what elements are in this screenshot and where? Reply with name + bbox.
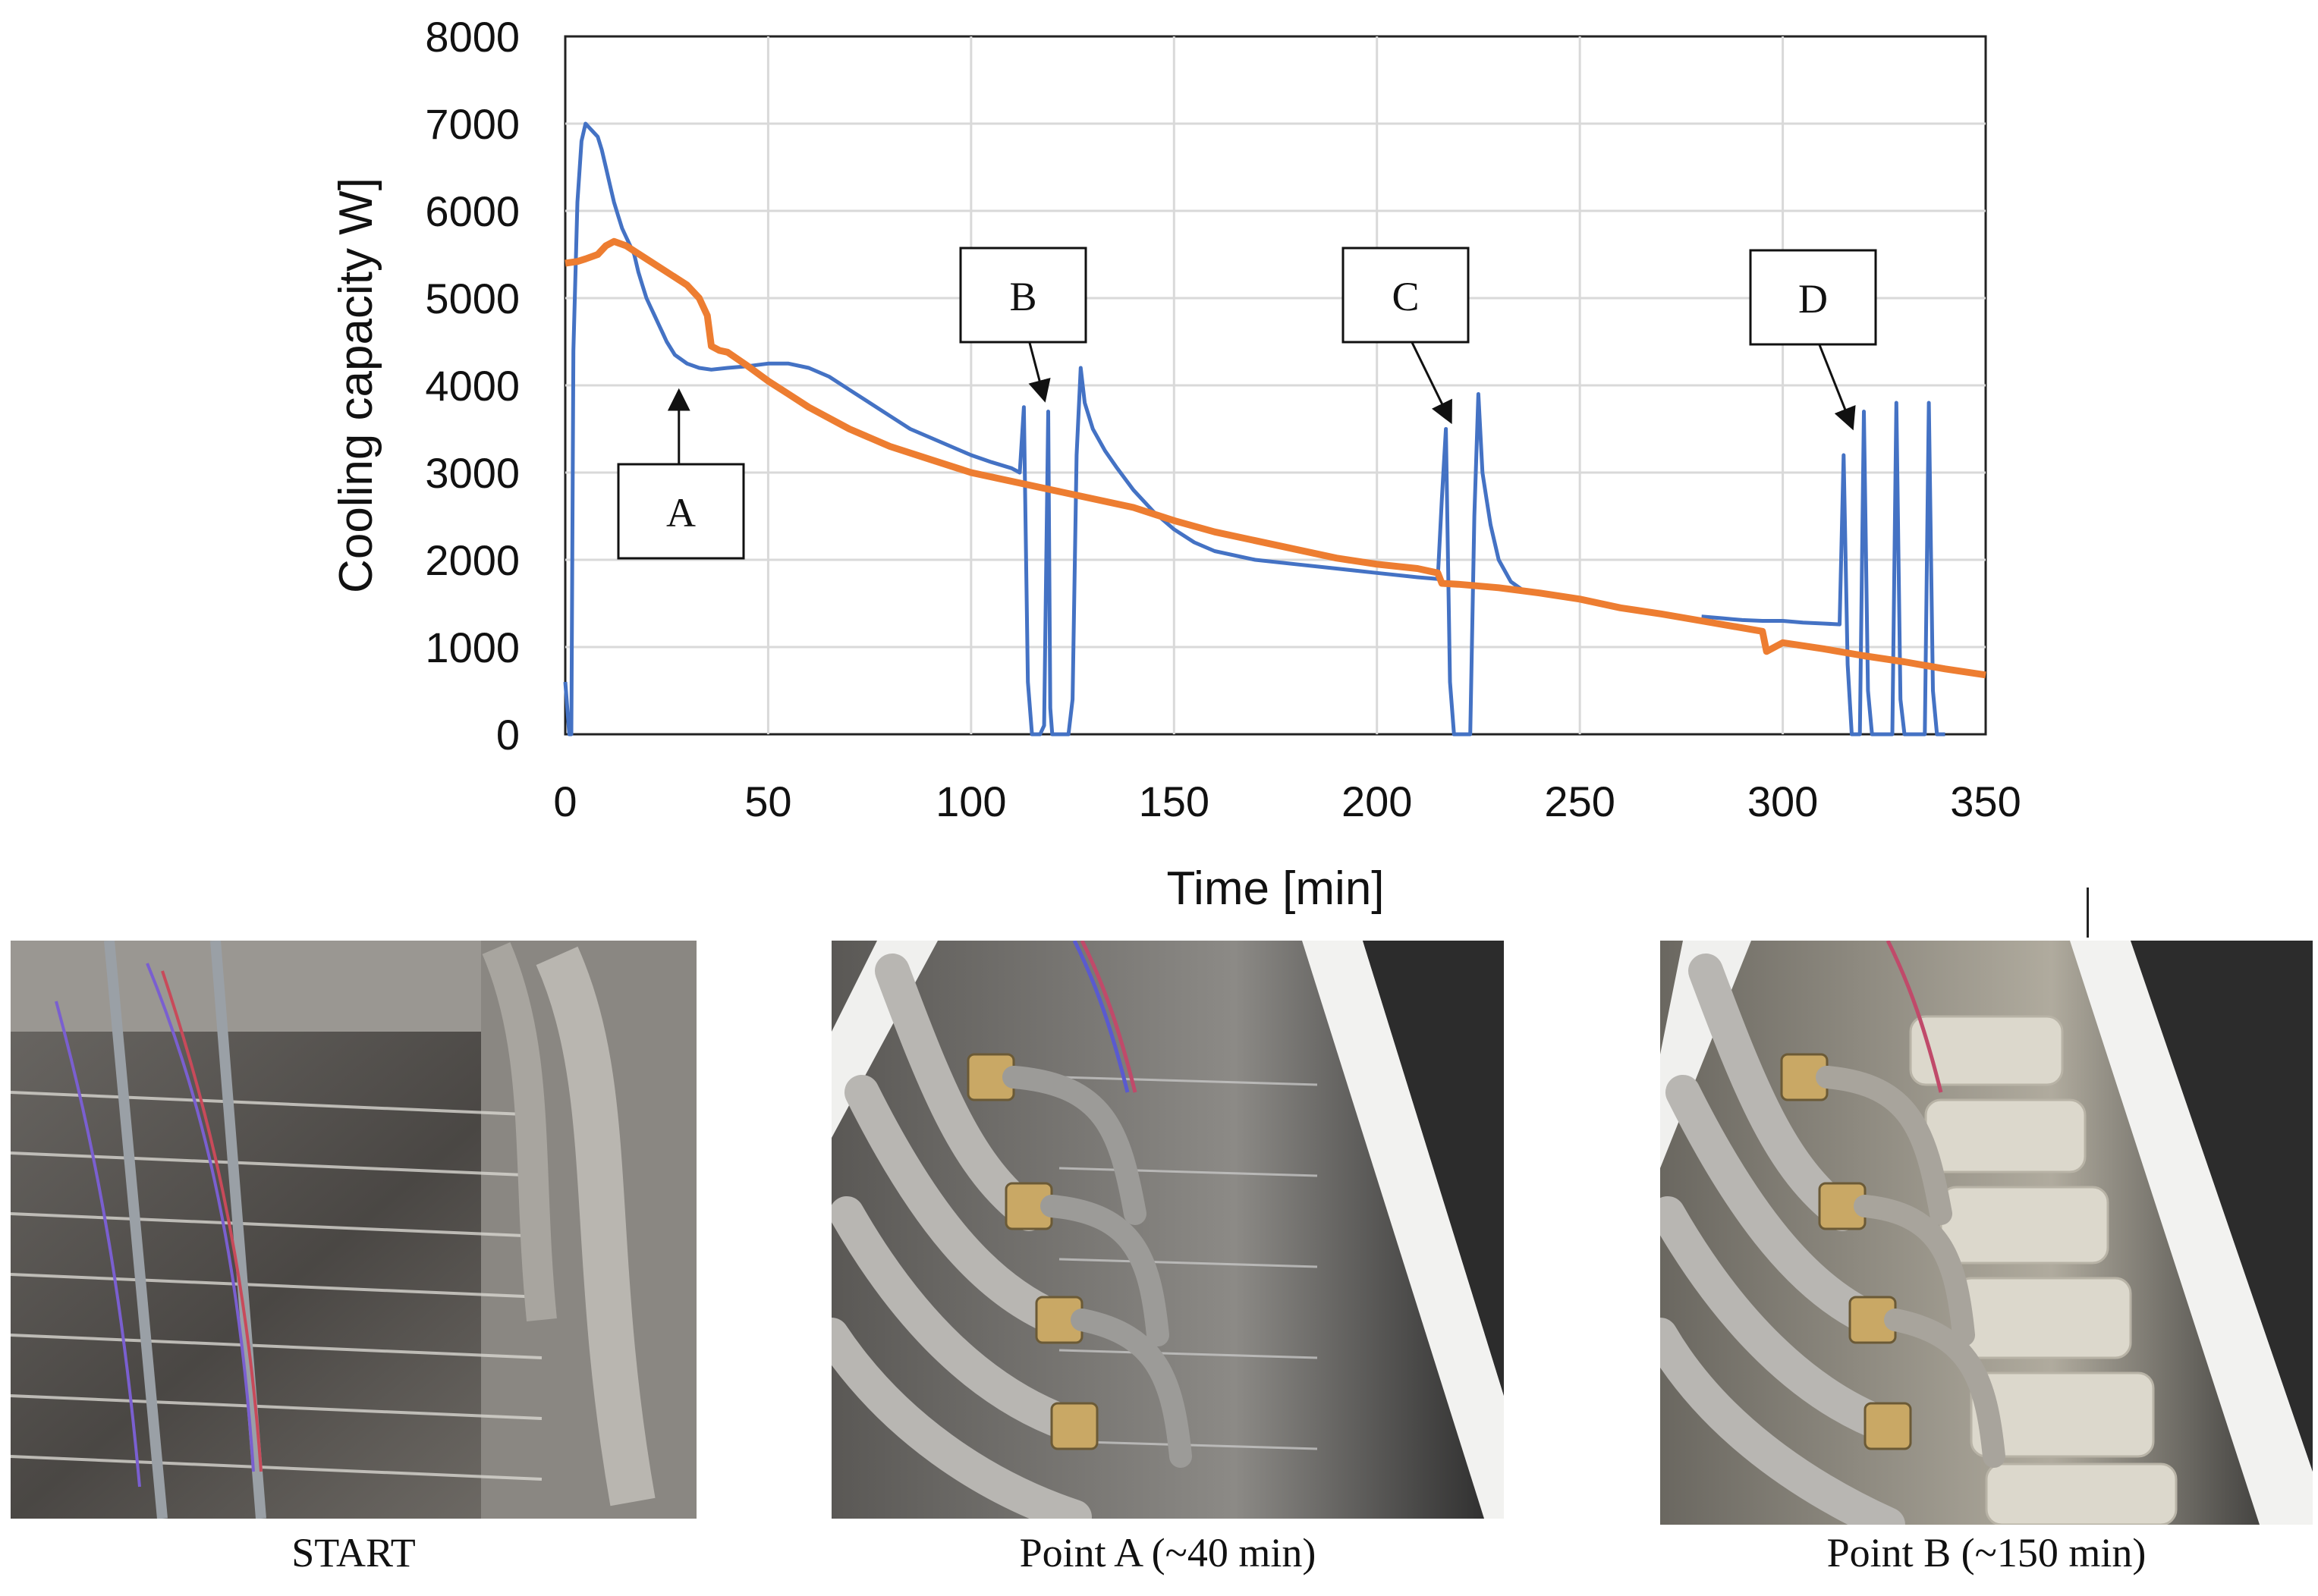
- start-caption: START: [291, 1530, 416, 1576]
- callouts: A B C D: [617, 247, 1877, 560]
- point-a-caption: Point A (~40 min): [1019, 1530, 1316, 1576]
- series-line: [1701, 401, 1945, 737]
- x-tick-labels: 0 50 100 150 200 250 300 350: [553, 778, 2021, 825]
- x-tick-label: 0: [553, 778, 577, 825]
- series-line: [563, 121, 1524, 737]
- y-tick-labels: 0 1000 2000 3000 4000 5000 6000 7000 8000: [425, 13, 520, 759]
- y-tick-label: 7000: [425, 100, 520, 148]
- y-tick-label: 2000: [425, 536, 520, 584]
- start-photo: [11, 941, 697, 1519]
- callout-label: B: [1009, 274, 1036, 319]
- x-tick-label: 250: [1544, 778, 1615, 825]
- callout-box: [617, 463, 745, 560]
- x-tick-label: 150: [1139, 778, 1209, 825]
- y-tick-label: 6000: [425, 187, 520, 235]
- y-axis-title: Cooling capacity W]: [330, 178, 382, 593]
- callout-arrow: [1818, 344, 1856, 431]
- x-tick-label: 100: [936, 778, 1006, 825]
- cooling-capacity-chart: 0 1000 2000 3000 4000 5000 6000 7000 8000 0 50 100…: [330, 13, 2021, 915]
- series-group: [563, 121, 1986, 737]
- x-tick-label: 350: [1950, 778, 2021, 825]
- x-tick-label: 200: [1341, 778, 1412, 825]
- y-tick-label: 1000: [425, 624, 520, 671]
- callout-label: D: [1798, 276, 1828, 322]
- y-tick-label: 4000: [425, 362, 520, 410]
- callout-arrow: [1028, 341, 1051, 403]
- callout-box: [959, 247, 1087, 344]
- photo-marker-line: [2087, 888, 2089, 938]
- callout-box: [1749, 249, 1877, 346]
- callout-label: C: [1392, 274, 1419, 319]
- y-tick-label: 8000: [425, 13, 520, 61]
- x-axis-title: Time [min]: [1166, 862, 1384, 915]
- point-b-photo: [1660, 941, 2313, 1525]
- y-tick-label: 0: [496, 711, 520, 759]
- x-tick-label: 300: [1747, 778, 1818, 825]
- callout-box: [1341, 247, 1470, 344]
- point-a-photo: [832, 941, 1504, 1519]
- callout-label: A: [666, 490, 696, 536]
- point-b-caption: Point B (~150 min): [1826, 1530, 2147, 1576]
- series-line: [565, 237, 1986, 679]
- x-tick-label: 50: [744, 778, 791, 825]
- y-tick-label: 3000: [425, 449, 520, 497]
- callout-arrow: [1411, 341, 1452, 425]
- y-tick-label: 5000: [425, 275, 520, 322]
- grid-lines: [565, 36, 1986, 734]
